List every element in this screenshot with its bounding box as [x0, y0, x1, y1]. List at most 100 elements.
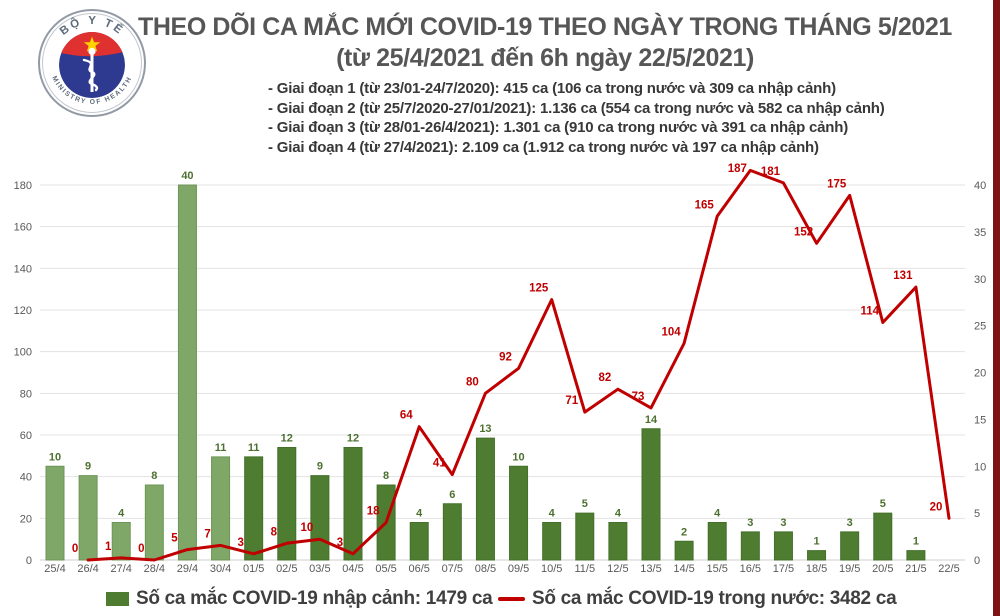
line-value-label: 18	[367, 506, 380, 518]
bar	[840, 531, 860, 561]
line-value-label: 3	[337, 537, 343, 549]
x-axis-date-label: 18/5	[806, 563, 827, 575]
legend-line-swatch	[498, 597, 525, 601]
x-axis-date-label: 17/5	[773, 563, 794, 575]
line-value-label: 181	[761, 166, 781, 178]
bar	[177, 184, 197, 561]
bar	[144, 484, 164, 561]
bar	[211, 456, 231, 561]
line-value-label: 1	[105, 541, 112, 553]
x-axis-date-label: 01/5	[243, 563, 264, 575]
left-axis-tick-label: 100	[14, 347, 32, 359]
phase-4-summary: - Giai đoạn 4 (từ 27/4/2021): 2.109 ca (…	[268, 138, 819, 156]
bar-value-label: 3	[747, 517, 753, 529]
bar	[310, 475, 330, 561]
line-value-label: 3	[237, 537, 243, 549]
x-axis-date-label: 02/5	[276, 563, 297, 575]
x-axis-date-label: 27/4	[111, 563, 132, 575]
line-value-label: 20	[930, 501, 943, 513]
bar	[674, 540, 694, 561]
right-axis-tick-label: 10	[974, 461, 986, 473]
x-axis-date-label: 30/4	[210, 563, 231, 575]
bar-value-label: 1	[913, 536, 919, 548]
x-axis-date-label: 21/5	[905, 563, 926, 575]
line-series	[86, 168, 951, 562]
right-axis-tick-label: 40	[974, 180, 986, 192]
line-value-label: 0	[138, 543, 144, 555]
bar	[244, 456, 264, 561]
legend-item-imported-cases: Số ca mắc COVID-19 nhập cảnh: 1479 ca	[106, 586, 493, 612]
bar-value-label: 6	[449, 489, 455, 501]
right-axis-tick-label: 15	[974, 414, 986, 426]
bar-value-label: 2	[681, 526, 687, 538]
bar-value-label: 3	[847, 517, 853, 529]
line-value-label: 0	[72, 543, 78, 555]
bar	[409, 522, 429, 561]
line-value-label: 8	[271, 526, 278, 538]
line-value-label: 80	[466, 376, 479, 388]
bar	[608, 522, 628, 561]
x-axis-date-label: 05/5	[375, 563, 396, 575]
right-axis-tick-label: 30	[974, 274, 986, 286]
x-axis-date-label: 13/5	[640, 563, 661, 575]
ministry-of-health-logo: BỘ Y TẾ MINISTRY OF HEALTH	[38, 9, 146, 117]
right-axis-tick-label: 0	[974, 555, 980, 567]
phase-3-summary: - Giai đoạn 3 (từ 28/01-26/4/2021): 1.30…	[268, 119, 849, 136]
bar	[475, 437, 495, 561]
x-axis-date-label: 12/5	[607, 563, 628, 575]
bar	[906, 550, 926, 561]
legend-bar-swatch	[106, 592, 129, 606]
line-value-label: 41	[433, 458, 446, 470]
line-value-label: 125	[529, 283, 549, 295]
line-value-label: 7	[204, 528, 210, 540]
left-axis-tick-label: 60	[20, 430, 32, 442]
bar	[873, 512, 893, 561]
logo-staff-and-snake-icon	[82, 47, 99, 92]
left-axis-tick-label: 140	[14, 263, 32, 275]
bar-value-label: 13	[479, 423, 491, 435]
legend-label-imported: Số ca mắc COVID-19 nhập cảnh: 1479 ca	[136, 588, 493, 609]
bar-value-label: 8	[151, 470, 157, 482]
bar	[575, 512, 595, 561]
line-value-label: 73	[632, 391, 645, 403]
x-axis-date-label: 08/5	[475, 563, 496, 575]
x-axis-date-label: 20/5	[872, 563, 893, 575]
line-value-label: 114	[860, 306, 879, 318]
chart-canvas: 0204060801001201401601800510152025303540…	[14, 163, 987, 575]
line-value-label: 10	[300, 522, 313, 534]
line-value-label: 165	[695, 199, 715, 211]
phase-summary-list: - Giai đoạn 1 (từ 23/01-24/7/2020): 415 …	[268, 79, 885, 157]
chart-legend: Số ca mắc COVID-19 nhập cảnh: 1479 ca Số…	[0, 586, 993, 612]
bar-value-label: 4	[615, 508, 622, 520]
x-axis-date-label: 28/4	[144, 563, 165, 575]
line-value-label: 92	[499, 351, 512, 363]
bar-value-label: 12	[281, 433, 293, 445]
bar-value-label: 4	[118, 508, 125, 520]
x-axis-date-label: 19/5	[839, 563, 860, 575]
bar-value-label: 11	[248, 442, 260, 454]
bar	[641, 428, 661, 561]
x-axis-date-label: 10/5	[541, 563, 562, 575]
header: THEO DÕI CA MẮC MỚI COVID-19 THEO NGÀY T…	[120, 12, 970, 75]
bar-value-label: 11	[215, 442, 227, 454]
line-value-label: 187	[728, 163, 747, 175]
bar	[807, 550, 827, 561]
x-axis-date-label: 09/5	[508, 563, 529, 575]
left-axis-tick-label: 40	[20, 472, 32, 484]
line-value-label: 131	[893, 270, 913, 282]
bar-value-label: 9	[317, 461, 323, 473]
phase-2-summary: - Giai đoạn 2 (từ 25/7/2020-27/01/2021):…	[268, 99, 885, 117]
bar-value-label: 8	[383, 470, 389, 482]
phase-1-summary: - Giai đoạn 1 (từ 23/01-24/7/2020): 415 …	[268, 80, 836, 97]
bar	[707, 522, 727, 561]
left-axis-tick-label: 20	[20, 513, 32, 525]
bar	[509, 465, 529, 561]
logo-star-icon	[83, 36, 101, 52]
bar-value-label: 5	[880, 498, 886, 510]
bar	[277, 447, 297, 561]
x-axis-date-label: 16/5	[740, 563, 761, 575]
bar-value-label: 10	[512, 451, 524, 463]
bar-value-label: 5	[582, 498, 588, 510]
bar-value-label: 1	[813, 536, 819, 548]
